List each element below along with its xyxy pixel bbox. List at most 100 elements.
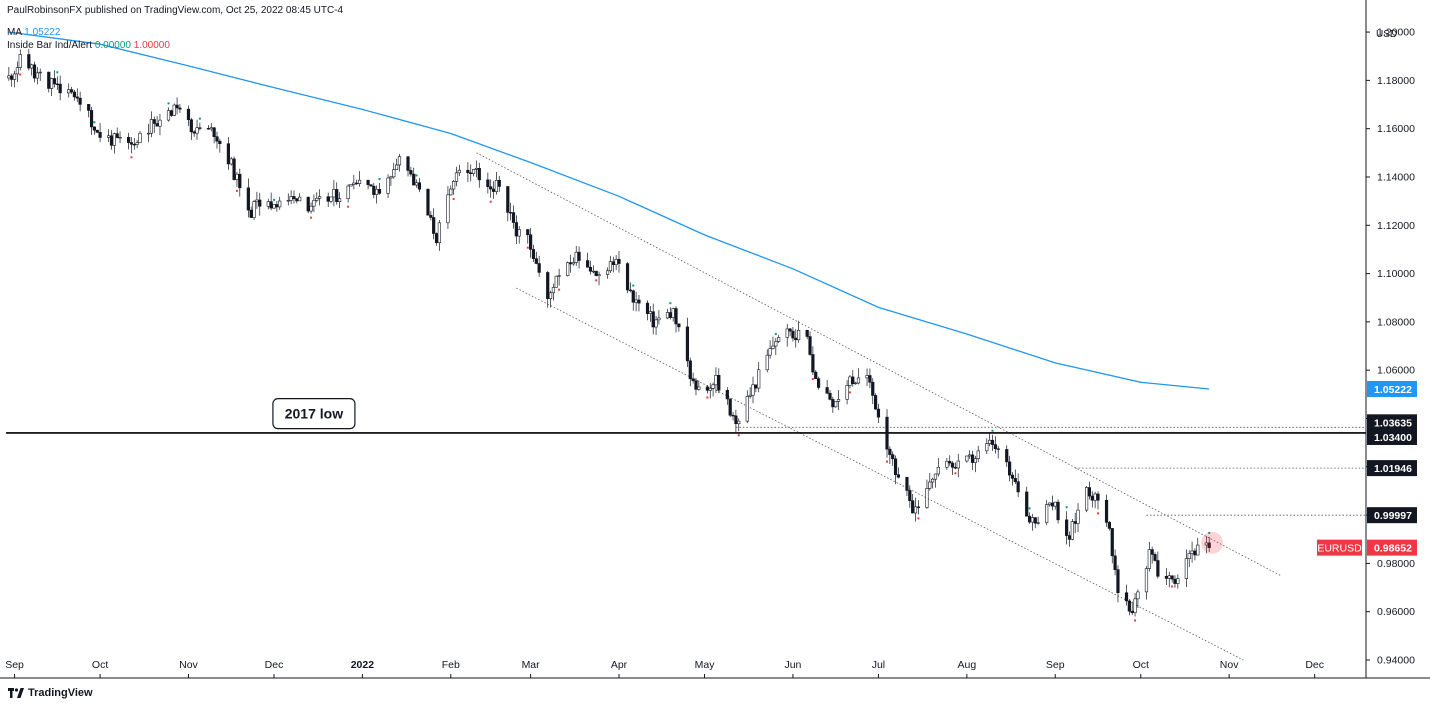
candle (72, 89, 77, 101)
candle (625, 261, 630, 294)
candle (871, 378, 875, 405)
candle (970, 450, 975, 471)
inside-bar-marker (93, 121, 96, 124)
candle (734, 409, 738, 433)
candle (266, 198, 270, 210)
candle (1047, 502, 1052, 507)
candle (292, 190, 296, 204)
candle (1084, 486, 1089, 513)
candle (1156, 551, 1160, 579)
moving-average-line (8, 31, 1210, 390)
candle (1124, 584, 1129, 606)
candle (731, 411, 735, 421)
x-tick-label: Nov (179, 659, 198, 671)
candle (526, 229, 530, 244)
horizontal-levels-layer (6, 426, 1366, 516)
candle (874, 393, 878, 410)
annotation-box[interactable] (272, 398, 356, 430)
candle (725, 387, 729, 405)
indicator-legend[interactable]: Inside Bar Ind/Alert 0.00000 1.00000 (7, 40, 170, 51)
candle (953, 462, 958, 470)
candle (1093, 491, 1097, 509)
level-badge-text: 1.01946 (1374, 463, 1412, 475)
candle (577, 246, 581, 269)
inside-bar-marker (167, 102, 170, 105)
x-tick-label: Sep (5, 659, 24, 671)
candle (166, 107, 171, 122)
y-tick-label: 1.16000 (1377, 123, 1415, 135)
candle (212, 127, 216, 144)
x-tick-label: Nov (1220, 659, 1239, 671)
candle (75, 88, 79, 103)
candle (309, 202, 313, 214)
publisher-line: PaulRobinsonFX published on TradingView.… (7, 5, 343, 16)
candle (1107, 520, 1111, 531)
candle (691, 372, 695, 384)
ma-legend[interactable]: MA 1.05222 (7, 27, 60, 38)
candle (811, 346, 815, 376)
inside-bar-marker (632, 284, 635, 287)
candle (155, 116, 159, 127)
y-tick-label: 0.96000 (1377, 606, 1415, 618)
candle (272, 203, 276, 210)
candle (993, 436, 997, 454)
inside-bar-marker (1065, 506, 1068, 509)
x-tick-label: Oct (1133, 659, 1149, 671)
inside-bar-marker (1208, 531, 1211, 534)
candle (714, 367, 718, 394)
candle (1073, 512, 1077, 534)
candle (1050, 495, 1054, 511)
y-tick-label: 1.18000 (1377, 75, 1415, 87)
candle (395, 158, 399, 170)
candle (594, 270, 598, 277)
candle (1153, 552, 1157, 562)
candle (258, 192, 262, 216)
candle (78, 91, 82, 112)
symbol-badge[interactable] (1317, 539, 1362, 556)
y-tick-label: 0.94000 (1377, 655, 1415, 667)
inside-bar-marker (415, 174, 418, 177)
candle (1008, 455, 1012, 482)
tradingview-brand[interactable]: TradingView (8, 687, 93, 699)
inside-bar-marker (235, 189, 238, 192)
candle (50, 77, 54, 96)
inside-bar-marker (558, 288, 561, 291)
candle (936, 458, 940, 477)
candle (1196, 537, 1200, 556)
candle (697, 380, 701, 391)
candle (671, 307, 675, 322)
candle (235, 171, 239, 187)
candle (1110, 528, 1114, 564)
inside-bar-marker (1134, 619, 1137, 622)
candle (631, 289, 635, 311)
axes-layer: USD0.940000.960000.980001.000001.020001.… (0, 0, 1430, 679)
candle (1176, 574, 1180, 589)
candle (469, 164, 473, 182)
candle (1104, 494, 1109, 527)
candle (149, 111, 154, 138)
candle (449, 185, 453, 196)
tradingview-logo-icon (8, 688, 24, 698)
ma-value: 1.05222 (24, 27, 61, 38)
candle (454, 166, 459, 187)
candle (950, 461, 955, 476)
candle (737, 418, 741, 432)
candle (548, 290, 553, 308)
candle (215, 131, 219, 149)
candle (417, 177, 422, 193)
candle (694, 378, 698, 396)
candle (474, 160, 479, 178)
inside-bar-marker (1028, 507, 1031, 510)
candle (486, 172, 490, 194)
candle (1036, 516, 1040, 525)
candle (38, 68, 42, 81)
candle (1070, 518, 1074, 541)
candle (1207, 536, 1211, 552)
candle (566, 261, 570, 277)
candle (158, 113, 162, 136)
candle (318, 189, 322, 206)
candle (876, 403, 881, 423)
highlight-circle (1201, 531, 1224, 554)
candle (457, 164, 461, 177)
